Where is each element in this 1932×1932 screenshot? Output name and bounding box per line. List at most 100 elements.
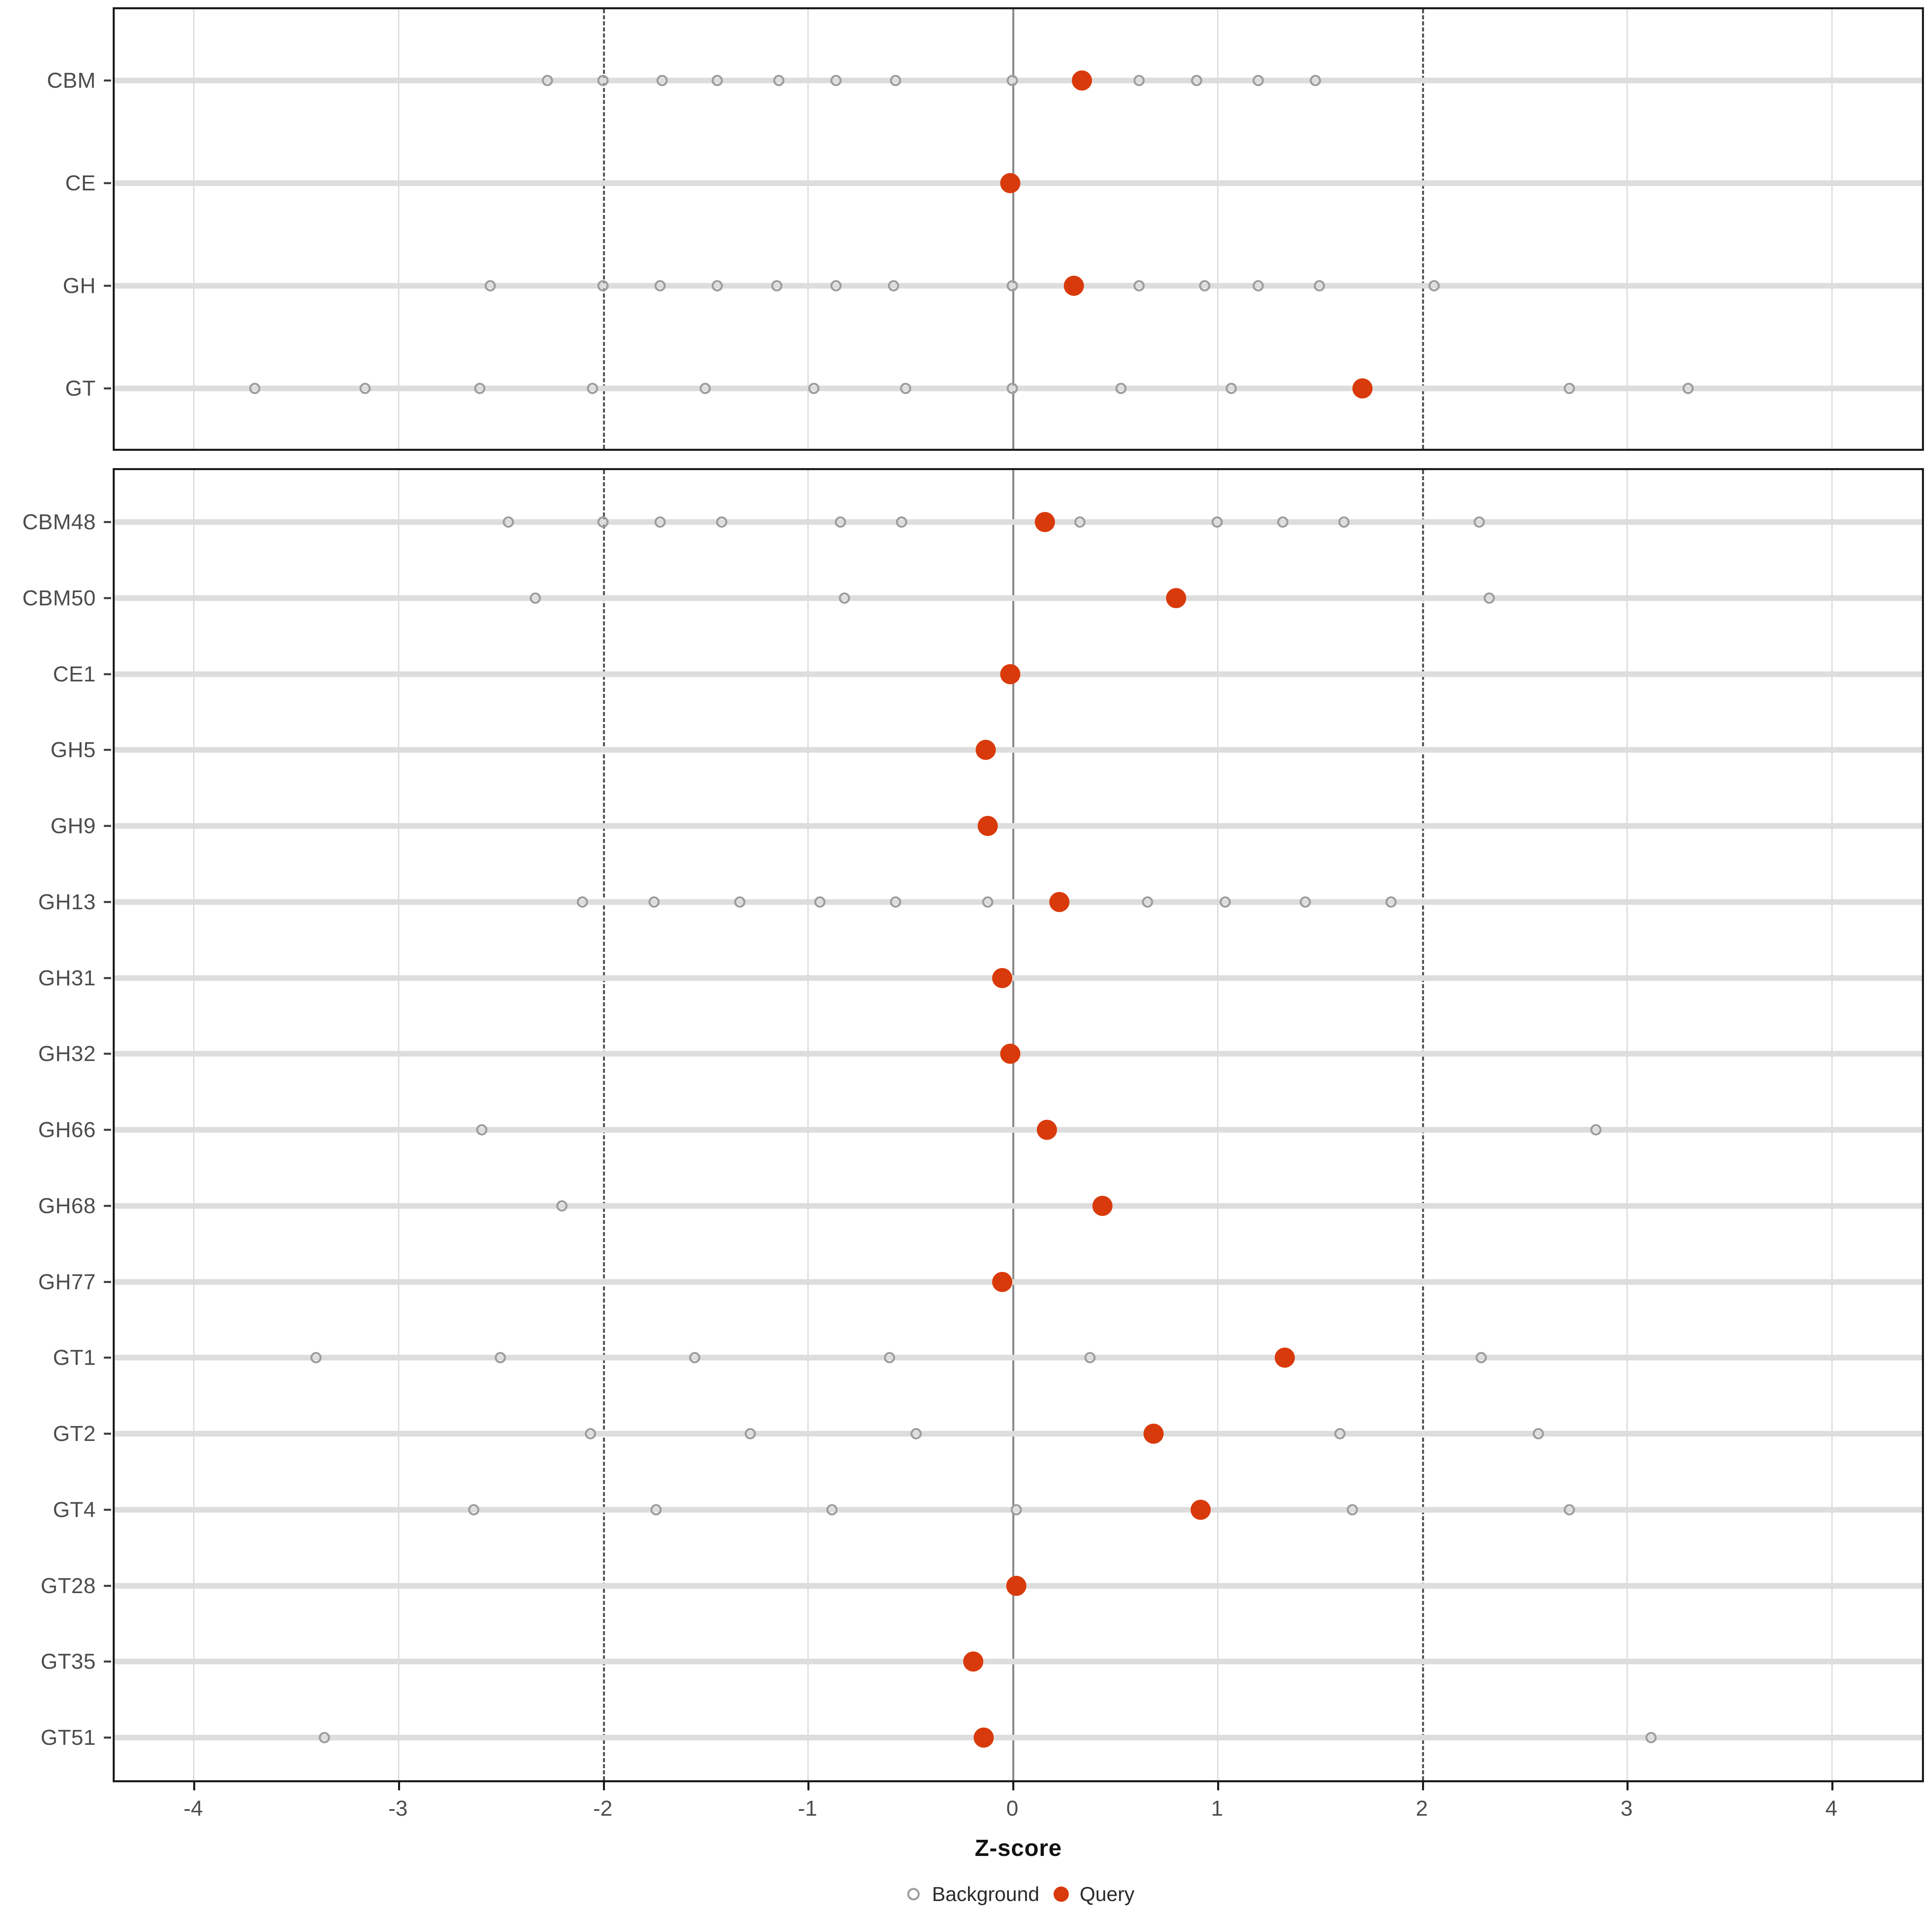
background-point-gh13	[1385, 896, 1397, 908]
background-point-cbm48	[597, 516, 609, 528]
background-point-cbm	[542, 75, 553, 86]
background-point-gh68	[556, 1200, 568, 1212]
y-axis-tick-gh77	[104, 1281, 111, 1283]
panel-cazyme-family	[113, 468, 1924, 1782]
gridline-x-2	[1422, 470, 1424, 1780]
gridline-x-0	[1012, 470, 1014, 1780]
legend: Background Query	[902, 1883, 1135, 1905]
background-point-gh	[1007, 280, 1018, 291]
query-point-gt1	[1274, 1348, 1295, 1368]
background-point-gt	[1007, 383, 1018, 394]
x-axis-tick-label--2: -2	[593, 1796, 613, 1821]
background-point-gh	[1428, 280, 1440, 291]
y-axis-label-gt2: GT2	[53, 1422, 96, 1446]
background-point-gt51	[318, 1732, 330, 1743]
y-axis-tick-ce1	[104, 673, 111, 675]
y-axis-tick-cbm50	[104, 597, 111, 599]
y-axis-tick-cbm	[104, 79, 111, 82]
background-point-gt2	[1533, 1428, 1544, 1439]
background-point-gh13	[1220, 896, 1231, 908]
legend-label-background: Background	[932, 1883, 1040, 1905]
y-axis-label-gt4: GT4	[53, 1497, 96, 1522]
background-point-cbm48	[716, 516, 727, 528]
row-band-gh9	[115, 823, 1922, 829]
background-point-gt51	[1645, 1732, 1657, 1743]
y-axis-tick-gh32	[104, 1053, 111, 1055]
row-band-gt51	[115, 1735, 1922, 1740]
background-point-gt	[359, 383, 371, 394]
background-point-gh	[830, 280, 842, 291]
background-point-gh	[712, 280, 723, 291]
background-point-gt2	[584, 1428, 596, 1439]
y-axis-label-gh9: GH9	[50, 814, 96, 838]
y-axis-tick-gh13	[104, 901, 111, 903]
gridline-x--2	[603, 470, 605, 1780]
y-axis-label-gh31: GH31	[38, 966, 96, 990]
legend-item-background[interactable]: Background	[902, 1883, 1039, 1905]
background-point-cbm	[890, 75, 901, 86]
y-axis-label-gh32: GH32	[38, 1042, 96, 1066]
x-axis-tick-0	[1012, 1782, 1014, 1790]
x-axis-tick--3	[398, 1782, 400, 1790]
y-axis-tick-ce	[104, 182, 111, 184]
background-point-cbm	[1007, 75, 1018, 86]
x-axis-tick--4	[193, 1782, 195, 1790]
row-band-gt2	[115, 1431, 1922, 1437]
x-axis-tick-1	[1217, 1782, 1219, 1790]
background-point-cbm	[1252, 75, 1264, 86]
query-point-gh32	[1000, 1044, 1020, 1064]
background-point-gh	[1199, 280, 1211, 291]
background-point-gt1	[689, 1352, 701, 1364]
y-axis-label-cbm48: CBM48	[22, 510, 96, 534]
query-point-cbm50	[1166, 588, 1186, 608]
x-axis-tick--1	[807, 1782, 810, 1790]
row-band-gt	[115, 386, 1922, 391]
y-axis-tick-gt	[104, 387, 111, 390]
background-point-cbm48	[896, 516, 908, 528]
y-axis-tick-gh66	[104, 1129, 111, 1131]
background-point-cbm48	[503, 516, 514, 528]
y-axis-label-gh13: GH13	[38, 890, 96, 914]
y-axis-tick-gt1	[104, 1356, 111, 1359]
background-point-gh	[654, 280, 666, 291]
query-point-gt51	[973, 1728, 994, 1748]
background-point-cbm48	[654, 516, 666, 528]
row-band-gh68	[115, 1203, 1922, 1209]
x-axis-tick-label-4: 4	[1825, 1796, 1838, 1821]
y-axis-tick-gh9	[104, 825, 111, 827]
background-point-gt4	[1011, 1504, 1022, 1515]
query-point-gt2	[1144, 1424, 1164, 1444]
background-point-gh	[1314, 280, 1325, 291]
gridline-x--4	[193, 9, 194, 449]
background-point-gt	[808, 383, 819, 394]
background-point-gh13	[1141, 896, 1153, 908]
y-axis-tick-gt28	[104, 1585, 111, 1587]
background-point-gt2	[744, 1428, 756, 1439]
legend-item-query[interactable]: Query	[1050, 1883, 1135, 1905]
row-band-cbm	[115, 78, 1922, 83]
background-point-gt	[1226, 383, 1237, 394]
background-point-gt	[1682, 383, 1694, 394]
background-point-cbm48	[1338, 516, 1350, 528]
background-point-gt4	[468, 1504, 479, 1515]
background-point-gh13	[648, 896, 660, 908]
query-point-gt4	[1191, 1499, 1211, 1520]
background-point-gt1	[495, 1352, 506, 1364]
y-axis-label-ce: CE	[65, 171, 96, 195]
query-point-gt	[1352, 378, 1373, 398]
background-point-gt	[587, 383, 599, 394]
background-point-gt4	[826, 1504, 838, 1515]
row-band-gh13	[115, 899, 1922, 905]
background-point-cbm50	[529, 592, 541, 604]
query-point-gh5	[975, 740, 996, 760]
background-point-cbm48	[834, 516, 846, 528]
y-axis-label-gt35: GT35	[40, 1649, 96, 1674]
background-point-gt2	[910, 1428, 922, 1439]
background-point-gh	[888, 280, 899, 291]
background-point-gt4	[1563, 1504, 1575, 1515]
x-axis-tick-label--1: -1	[798, 1796, 817, 1821]
background-point-gt4	[650, 1504, 662, 1515]
y-axis-tick-gh	[104, 285, 111, 287]
query-point-cbm48	[1035, 512, 1055, 532]
background-point-cbm50	[1484, 592, 1495, 604]
